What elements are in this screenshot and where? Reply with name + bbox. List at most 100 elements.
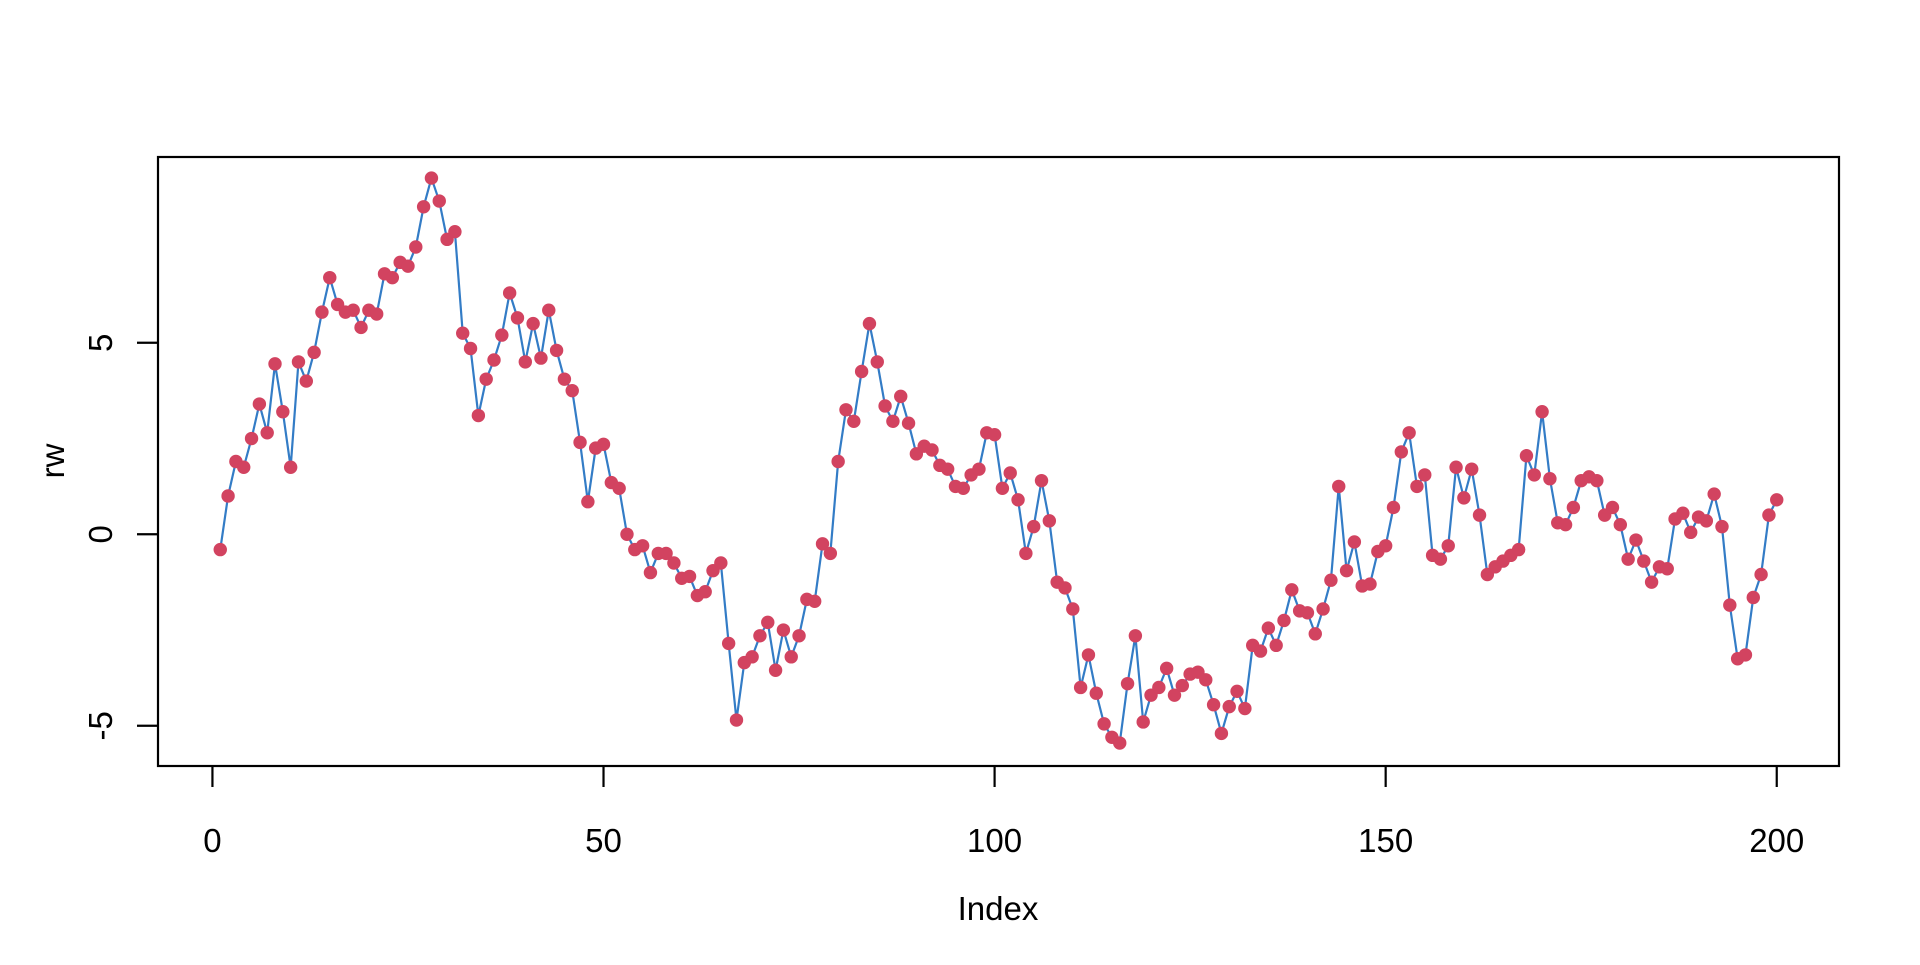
data-point	[291, 355, 306, 369]
data-point	[1762, 508, 1776, 522]
data-point	[1019, 546, 1033, 561]
data-point	[1011, 493, 1025, 507]
data-point	[721, 636, 736, 651]
data-point	[1120, 676, 1135, 691]
data-point	[1089, 686, 1103, 700]
data-point	[894, 389, 908, 404]
data-point	[847, 414, 861, 428]
data-point	[1738, 648, 1753, 662]
data-point	[620, 527, 634, 541]
data-point	[925, 443, 939, 457]
data-point	[518, 355, 532, 369]
data-point	[1128, 629, 1143, 643]
data-point	[768, 663, 783, 677]
data-point	[1222, 699, 1236, 714]
data-point	[346, 303, 360, 317]
data-point	[237, 460, 251, 474]
data-point	[784, 650, 798, 664]
data-point	[1433, 552, 1448, 566]
data-point	[1285, 583, 1299, 597]
data-point	[1206, 698, 1221, 712]
data-point	[745, 650, 759, 664]
data-point	[1066, 602, 1080, 616]
y-axis-title: rw	[34, 443, 71, 478]
data-point	[1449, 460, 1463, 474]
y-tick-label: 5	[82, 334, 119, 352]
data-point	[1746, 590, 1760, 605]
data-point	[729, 713, 744, 727]
data-point	[753, 629, 767, 643]
data-point	[1230, 684, 1244, 699]
data-point	[1136, 715, 1150, 729]
data-point	[1175, 678, 1190, 693]
data-point	[886, 414, 900, 428]
data-point	[1058, 581, 1072, 595]
data-point	[870, 355, 884, 369]
data-point	[1566, 500, 1581, 515]
data-point	[1152, 680, 1166, 695]
data-point	[1042, 514, 1057, 528]
data-point	[409, 240, 423, 254]
data-point	[987, 427, 1002, 442]
data-point	[1613, 517, 1628, 532]
data-point	[502, 286, 517, 300]
data-point	[1253, 644, 1268, 658]
data-point	[448, 224, 462, 239]
data-point	[1269, 638, 1283, 653]
data-point	[831, 454, 845, 469]
data-point	[862, 316, 877, 331]
data-point	[1558, 517, 1573, 532]
data-point	[776, 623, 791, 637]
data-point	[1465, 462, 1479, 476]
data-point	[1418, 468, 1432, 482]
data-point	[565, 383, 579, 398]
data-point	[956, 481, 971, 496]
data-point	[815, 537, 830, 551]
data-point	[1167, 688, 1182, 702]
x-tick-label: 50	[585, 822, 622, 859]
data-point	[659, 546, 673, 561]
data-point	[401, 259, 415, 273]
data-point	[1723, 598, 1737, 612]
y-tick-label: 0	[82, 525, 119, 543]
data-point	[1402, 426, 1416, 440]
data-point	[252, 397, 267, 411]
data-point	[1410, 479, 1424, 494]
data-point	[1684, 525, 1698, 540]
data-point	[1621, 552, 1635, 566]
data-point	[761, 615, 775, 630]
data-point	[510, 311, 525, 325]
data-point	[667, 556, 681, 570]
data-point	[878, 399, 892, 413]
data-point	[369, 307, 384, 321]
data-point	[307, 345, 321, 360]
data-point	[792, 629, 806, 643]
x-tick-label: 100	[967, 822, 1022, 859]
data-point	[1113, 736, 1127, 750]
data-point	[1081, 648, 1096, 662]
data-point	[315, 305, 329, 319]
data-point	[1441, 539, 1455, 553]
data-point	[1535, 405, 1549, 419]
y-tick-label: -5	[82, 711, 119, 740]
data-point	[1339, 563, 1354, 578]
data-point	[385, 270, 400, 285]
data-point	[995, 481, 1010, 496]
data-point	[1543, 472, 1557, 486]
data-point	[635, 539, 650, 553]
data-point	[972, 462, 986, 476]
data-point	[471, 408, 486, 423]
data-point	[221, 489, 235, 503]
data-point	[1386, 500, 1401, 515]
data-point	[1644, 575, 1659, 589]
plot-box	[156, 155, 1841, 768]
data-point	[1026, 519, 1041, 534]
series-line	[219, 176, 1778, 745]
data-point	[549, 343, 564, 358]
data-point	[1519, 449, 1534, 463]
data-point	[1605, 500, 1620, 515]
x-tick-label: 0	[203, 822, 221, 859]
data-point	[1073, 680, 1088, 695]
data-point	[1394, 445, 1409, 459]
